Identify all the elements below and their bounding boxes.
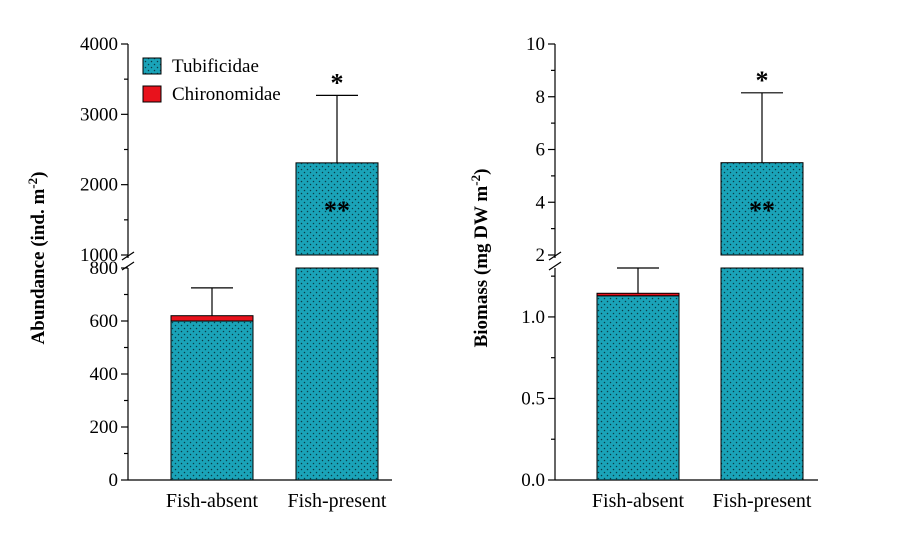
y-tick-label: 10 <box>526 34 545 55</box>
abundance-bars <box>170 94 379 481</box>
y-tick-label: 600 <box>90 311 119 332</box>
y-tick-label: 800 <box>90 258 119 279</box>
bar-tubificidae <box>170 320 254 481</box>
y-tick-label: 1000 <box>80 245 118 266</box>
y-tick-label: 400 <box>90 364 119 385</box>
significance-annotation: * <box>756 66 769 95</box>
legend-label-chironomidae: Chironomidae <box>172 84 281 105</box>
significance-annotation: ** <box>749 196 775 225</box>
y-tick-label: 200 <box>90 417 119 438</box>
y-tick-label: 4000 <box>80 34 118 55</box>
bar-chironomidae <box>170 315 254 322</box>
axis-break-mark <box>121 261 135 271</box>
y-tick-label: 0.0 <box>521 470 545 491</box>
significance-annotation: * <box>331 68 344 97</box>
y-tick-label: 6 <box>536 140 546 161</box>
biomass-y-axis-label: Biomass (mg DW m-2) <box>468 169 492 348</box>
biomass-category-labels: Fish-absent Fish-present <box>592 490 812 512</box>
y-tick-label: 1.0 <box>521 307 545 328</box>
legend-swatch-chironomidae <box>142 85 162 103</box>
x-category-label: Fish-absent <box>592 490 685 512</box>
significance-annotation: ** <box>324 196 350 225</box>
bar-tubificidae-lower <box>720 267 804 481</box>
y-tick-label: 0.5 <box>521 388 545 409</box>
axis-break-mark <box>121 251 135 261</box>
x-category-label: Fish-present <box>288 490 387 512</box>
axis-break-mark <box>548 261 562 271</box>
y-tick-label: 2 <box>536 245 546 266</box>
y-tick-label: 0 <box>109 470 119 491</box>
bar-tubificidae-upper <box>720 162 804 256</box>
biomass-annotations: *** <box>749 66 775 225</box>
bar-tubificidae-lower <box>295 267 379 481</box>
bar-tubificidae <box>596 295 680 481</box>
abundance-category-labels: Fish-absent Fish-present <box>166 490 387 512</box>
legend-label-tubificidae: Tubificidae <box>172 56 259 77</box>
y-tick-label: 3000 <box>80 104 118 125</box>
abundance-y-axis-label: Abundance (ind. m-2) <box>25 172 49 345</box>
y-tick-label: 2000 <box>80 175 118 196</box>
bar-chironomidae <box>596 292 680 297</box>
biomass-ticks: 0.0 0.5 1.0 2 4 6 8 10 <box>521 34 555 491</box>
biomass-bars <box>596 92 804 481</box>
y-tick-label: 4 <box>536 192 546 213</box>
x-category-label: Fish-present <box>713 490 812 512</box>
axis-break-mark <box>548 251 562 261</box>
bar-tubificidae-upper <box>295 162 379 256</box>
legend-swatch-tubificidae <box>142 57 162 75</box>
legend: Tubificidae Chironomidae <box>142 56 281 105</box>
abundance-annotations: *** <box>324 68 350 225</box>
y-tick-label: 8 <box>536 87 546 108</box>
x-category-label: Fish-absent <box>166 490 259 512</box>
